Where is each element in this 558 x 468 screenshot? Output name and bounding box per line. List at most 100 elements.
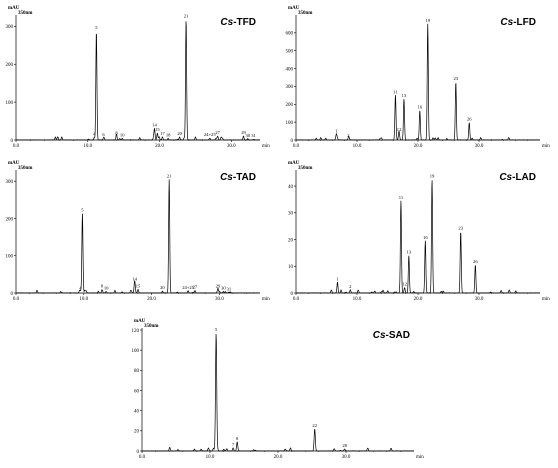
- x-tick-label: 20.0: [414, 297, 423, 302]
- x-tick-label: 10.0: [83, 144, 92, 149]
- y-tick-label: 0: [137, 450, 140, 455]
- y-tick-label: 200: [6, 63, 14, 68]
- y-tick-label: 40: [134, 409, 140, 414]
- y-tick-label: 20: [134, 430, 140, 435]
- peak-label-8: 8: [236, 436, 239, 441]
- peak-label-4: 4: [93, 132, 96, 137]
- panel-title-sample: -LAD: [512, 172, 536, 183]
- y-unit-label: mAU: [8, 161, 20, 166]
- y-tick-label: 0: [291, 139, 294, 144]
- x-tick-label: 20.0: [274, 455, 283, 460]
- x-tick-label: 10.0: [353, 297, 362, 302]
- y-tick-label: 80: [134, 369, 140, 374]
- peak-label-19: 19: [430, 173, 435, 178]
- peak-label-22: 22: [312, 423, 317, 428]
- peak-label-15: 15: [136, 283, 141, 288]
- panel-cs-sad: mAU 350nm 0 20 40 60 80 100 120 0.0 10.0 20.0 30.0 mi…: [128, 315, 428, 463]
- y-tick-label: 100: [286, 121, 294, 126]
- peak-label-24-25: 24+25: [182, 285, 194, 290]
- peak-label-27: 27: [215, 130, 220, 135]
- peak-label-4: 4: [79, 286, 82, 291]
- panel-title: Cs-TFD: [220, 17, 256, 28]
- y-unit-label: mAU: [288, 6, 300, 11]
- y-tick-label: 300: [286, 85, 294, 90]
- axes-frame: [15, 170, 260, 294]
- chromatogram-trace: [142, 333, 414, 452]
- peak-label-19: 19: [425, 18, 430, 23]
- peak-label-13: 13: [402, 93, 407, 98]
- peak-label-11: 11: [393, 89, 398, 94]
- panel-title-species: Cs: [220, 172, 233, 183]
- panel-cs-lad: mAU 350nm 0 10 20 30 40 0.0 10.0 20.0 30.0 min 1 2 11 1…: [282, 157, 554, 305]
- panel-title: Cs-SAD: [373, 330, 410, 341]
- peak-label-20: 20: [160, 285, 165, 290]
- chromatogram-trace: [15, 179, 261, 294]
- y-tick-label: 0: [11, 139, 14, 144]
- peak-label-8: 8: [115, 131, 118, 136]
- wavelength-label: 350nm: [18, 166, 33, 171]
- x-axis-label: min: [416, 455, 424, 460]
- wavelength-label: 350nm: [144, 324, 159, 329]
- x-axis-label: min: [262, 144, 270, 149]
- panel-title: Cs-LAD: [499, 172, 536, 183]
- peak-label-27: 27: [193, 284, 198, 289]
- peak-label-21: 21: [167, 173, 172, 178]
- panel-title-sample: -LFD: [513, 17, 536, 28]
- peak-label-1: 1: [336, 276, 339, 281]
- peak-label-23: 23: [454, 76, 459, 81]
- peak-label-1: 1: [335, 129, 338, 134]
- peak-label-24-25: 24+25: [204, 132, 216, 137]
- panel-title-species: Cs: [500, 17, 513, 28]
- x-tick-label: 30.0: [342, 455, 351, 460]
- x-tick-label: 10.0: [206, 455, 215, 460]
- y-tick-label: 500: [286, 50, 294, 55]
- peak-label-29: 29: [241, 130, 246, 135]
- peak-label-2: 2: [349, 284, 352, 289]
- x-tick-label: 0.0: [13, 144, 20, 149]
- peak-label-10: 10: [104, 286, 109, 291]
- panel-title-sample: -TAD: [233, 172, 256, 183]
- panel-title: Cs-TAD: [220, 172, 256, 183]
- x-axis-label: min: [542, 144, 550, 149]
- peak-label-13: 13: [407, 250, 412, 255]
- peak-label-10: 10: [120, 132, 125, 137]
- peak-label-5: 5: [81, 208, 84, 213]
- panel-title-species: Cs: [373, 330, 386, 341]
- axes-frame: [15, 15, 260, 141]
- x-tick-label: 0.0: [13, 297, 20, 302]
- x-tick-label: 10.0: [79, 297, 88, 302]
- y-tick-label: 400: [286, 67, 294, 72]
- panel-cs-lfd: mAU 350nm 0 100 200 300 400 500 600 0.0 10.0 20.0 30…: [282, 2, 554, 152]
- x-tick-label: 20.0: [155, 144, 164, 149]
- axes-frame: [295, 15, 540, 141]
- peak-label-16: 16: [423, 235, 428, 240]
- x-axis-label: min: [542, 297, 550, 302]
- wavelength-label: 350nm: [298, 11, 313, 16]
- peak-label-29: 29: [216, 284, 221, 289]
- chromatogram-trace: [296, 180, 541, 294]
- y-tick-label: 300: [6, 25, 14, 30]
- peak-label-18: 18: [166, 132, 171, 137]
- y-unit-label: mAU: [8, 6, 20, 11]
- peak-label-7: 7: [232, 442, 235, 447]
- y-tick-label: 0: [11, 292, 14, 297]
- y-tick-label: 600: [286, 32, 294, 37]
- x-tick-label: 30.0: [215, 297, 224, 302]
- y-tick-label: 120: [132, 329, 140, 334]
- peak-label-5: 5: [215, 327, 218, 332]
- peak-label-12: 12: [402, 282, 407, 287]
- peak-label-14: 14: [132, 277, 137, 282]
- peak-label-12: 12: [397, 127, 402, 132]
- peak-label-21: 21: [184, 14, 189, 19]
- peak-label-16: 16: [418, 105, 423, 110]
- chromatogram-trace: [295, 23, 541, 141]
- y-tick-label: 200: [286, 103, 294, 108]
- x-tick-label: 30.0: [475, 297, 484, 302]
- panel-title: Cs-LFD: [500, 17, 536, 28]
- axes-frame: [141, 328, 414, 452]
- y-unit-label: mAU: [134, 319, 146, 324]
